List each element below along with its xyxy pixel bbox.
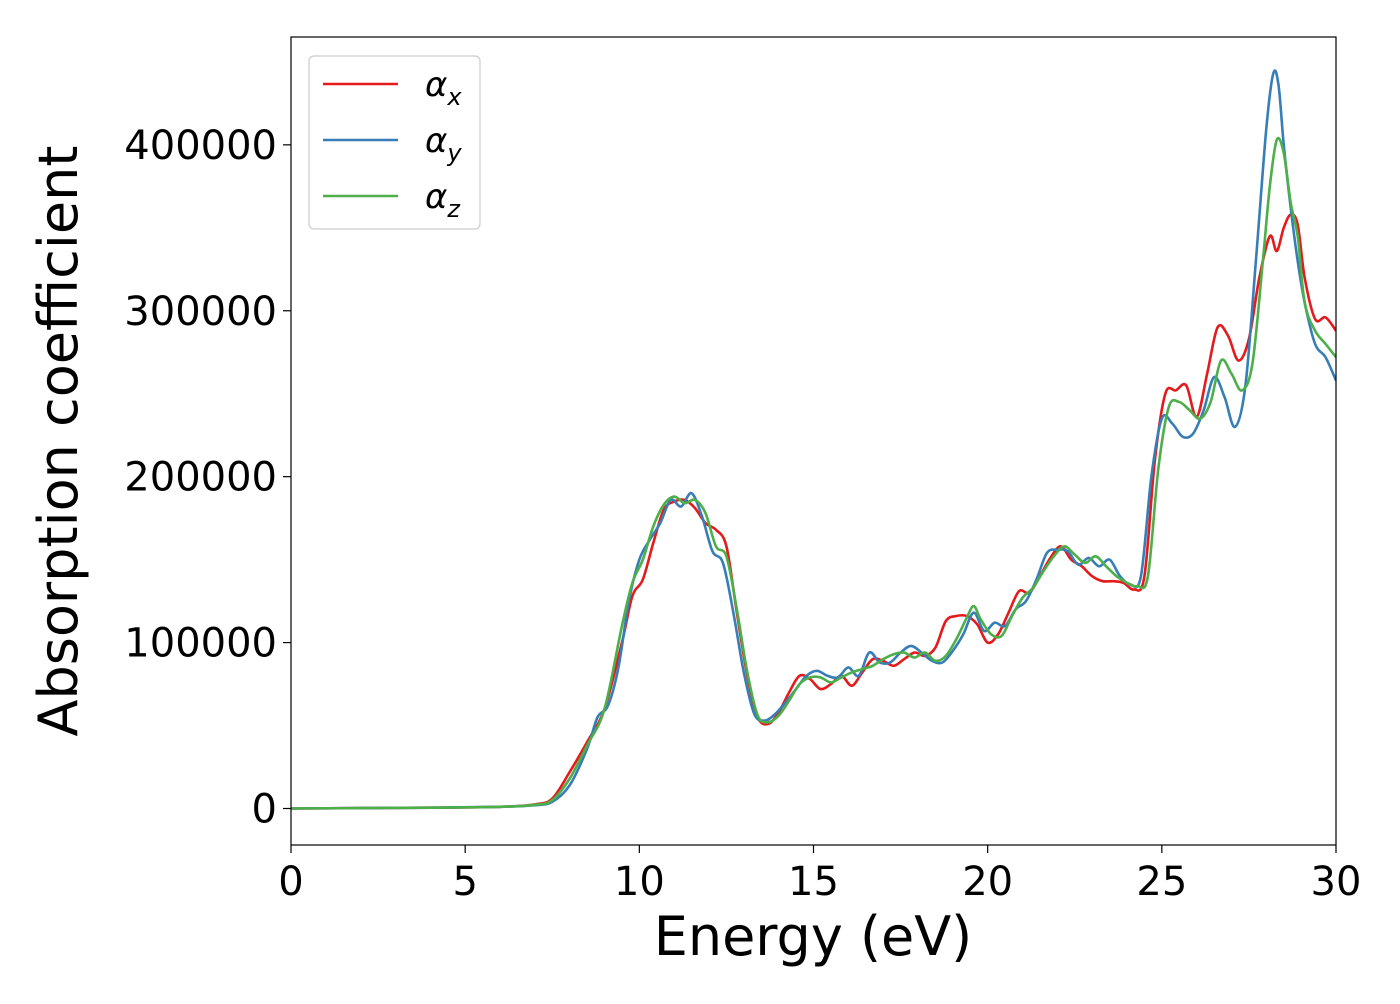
legend-label-y: αy: [425, 121, 462, 167]
y-axis-title: Absorption coefficient: [27, 146, 90, 737]
x-tick-label: 10: [614, 859, 665, 905]
x-tick-label: 30: [1311, 859, 1362, 905]
tick-layer: 0 5 10 15 20 25 30 0 100000 200000 300000 400000: [124, 123, 1361, 905]
y-tick-label: 0: [252, 786, 277, 832]
x-tick-label: 25: [1136, 859, 1187, 905]
y-tick-label: 200000: [124, 455, 277, 501]
y-tick-label: 400000: [124, 123, 277, 169]
series-layer: [291, 69, 1336, 810]
y-tick-label: 100000: [124, 621, 277, 667]
legend-box: [308, 55, 481, 230]
x-tick-label: 5: [452, 859, 477, 905]
x-tick-label: 0: [278, 859, 303, 905]
series-line-x: [291, 213, 1336, 810]
y-tick-label: 300000: [124, 289, 277, 335]
series-line-y: [291, 69, 1336, 810]
x-tick-label: 20: [962, 859, 1013, 905]
x-tick-label: 15: [788, 859, 839, 905]
series-line-z: [291, 136, 1336, 810]
x-axis-title: Energy (eV): [654, 905, 973, 968]
legend-label-x: αx: [425, 65, 462, 111]
